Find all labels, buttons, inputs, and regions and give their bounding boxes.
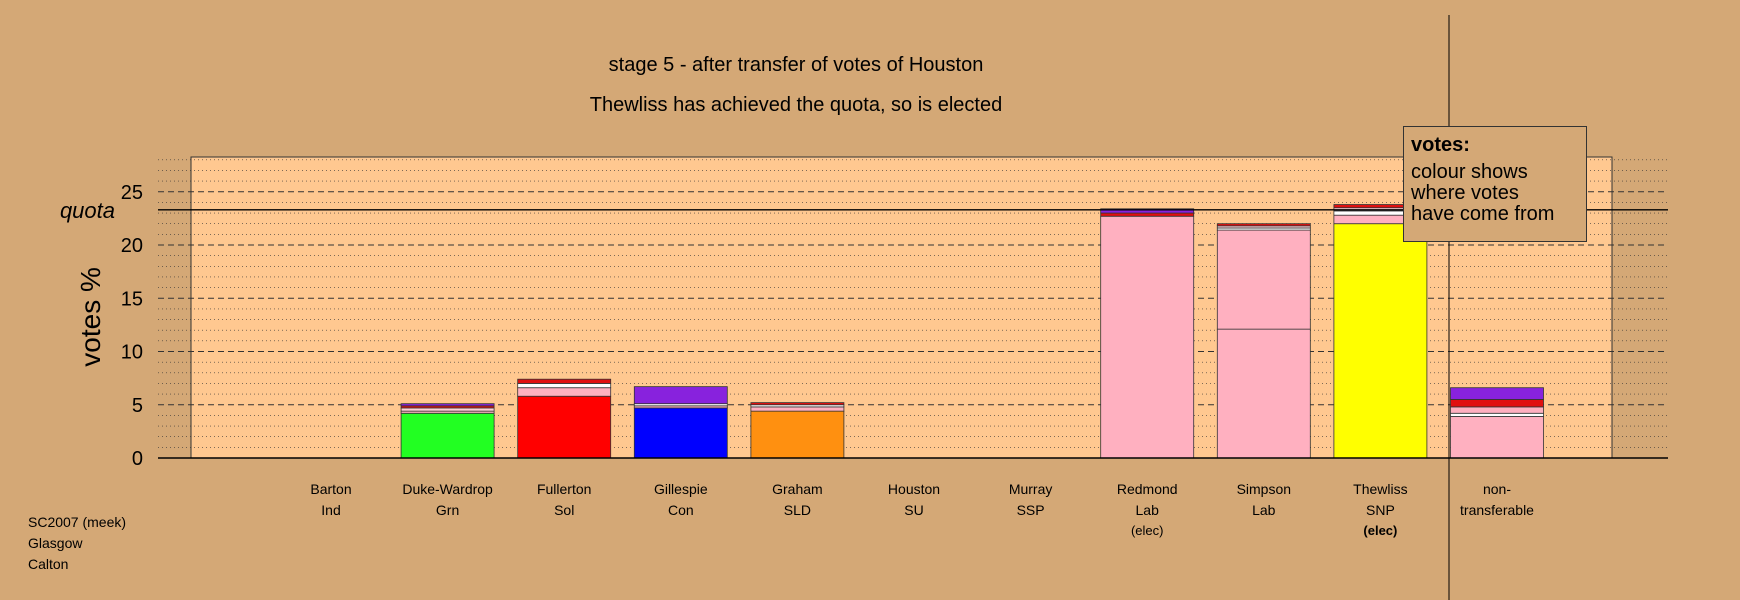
category-party: Lab — [1252, 502, 1276, 518]
legend-body: colour shows where votes have come from — [1411, 161, 1555, 225]
category-name: non- — [1483, 481, 1511, 497]
category-name: Murray — [1009, 481, 1053, 497]
category-party: Con — [668, 502, 694, 518]
category-party: SNP — [1366, 502, 1395, 518]
category-name: Graham — [772, 481, 823, 497]
category-party: Lab — [1136, 502, 1160, 518]
category-note: (elec) — [1363, 523, 1397, 538]
category-name: Fullerton — [537, 481, 591, 497]
y-tick-label: 5 — [132, 395, 143, 417]
category-party: SLD — [784, 502, 811, 518]
bar-segment — [1450, 416, 1544, 459]
category-name: Thewliss — [1353, 481, 1407, 497]
bar-segment — [1216, 229, 1311, 330]
quota-label: quota — [60, 198, 115, 223]
bar-segment — [400, 407, 495, 412]
bar-segment — [1450, 387, 1544, 400]
y-tick-label: 20 — [121, 235, 143, 257]
legend-title: votes: — [1411, 134, 1470, 156]
category-party: SU — [904, 502, 923, 518]
bar-segment — [400, 403, 495, 407]
y-tick-label: 0 — [132, 448, 143, 470]
chart-subtitle: Thewliss has achieved the quota, so is e… — [590, 94, 1002, 116]
bar-segment — [517, 387, 612, 397]
bar-segment — [517, 395, 612, 459]
category-name: Redmond — [1117, 481, 1178, 497]
bar-segment — [400, 412, 495, 459]
category-party: transferable — [1460, 502, 1534, 518]
bar-segment — [1450, 406, 1544, 414]
chart-title: stage 5 - after transfer of votes of Hou… — [609, 54, 984, 76]
category-party: Ind — [321, 502, 340, 518]
category-party: Grn — [436, 502, 459, 518]
category-note: (elec) — [1131, 523, 1164, 538]
category-name: Gillespie — [654, 481, 708, 497]
y-tick-label: 15 — [121, 288, 143, 310]
bar-segment — [633, 386, 728, 405]
category-party: Sol — [554, 502, 574, 518]
bar-segment — [633, 407, 728, 459]
bar-segment — [1450, 399, 1544, 408]
category-party: SSP — [1017, 502, 1045, 518]
y-tick-label: 25 — [121, 182, 143, 204]
bar-segment — [1450, 412, 1544, 417]
y-tick-label: 10 — [121, 342, 143, 364]
bar-segment — [750, 402, 845, 406]
bar-segment — [750, 406, 845, 412]
bar-segment — [1216, 223, 1311, 227]
bar-segment — [517, 378, 612, 384]
bar-segment — [1333, 223, 1428, 459]
bar-segment — [1216, 328, 1311, 459]
y-axis-label: votes % — [75, 267, 106, 367]
bar-segment — [517, 383, 612, 389]
bar-segment — [1100, 212, 1195, 217]
bar-segment — [750, 410, 845, 459]
category-name: Simpson — [1237, 481, 1291, 497]
category-name: Houston — [888, 481, 940, 497]
bar-segment — [1100, 208, 1195, 214]
category-name: Duke-Wardrop — [402, 481, 493, 497]
legend-box: votes: colour shows where votes have com… — [1403, 126, 1587, 242]
source-label: SC2007 (meek) Glasgow Calton — [28, 514, 127, 572]
bar-segment — [1100, 215, 1195, 459]
category-name: Barton — [310, 481, 351, 497]
